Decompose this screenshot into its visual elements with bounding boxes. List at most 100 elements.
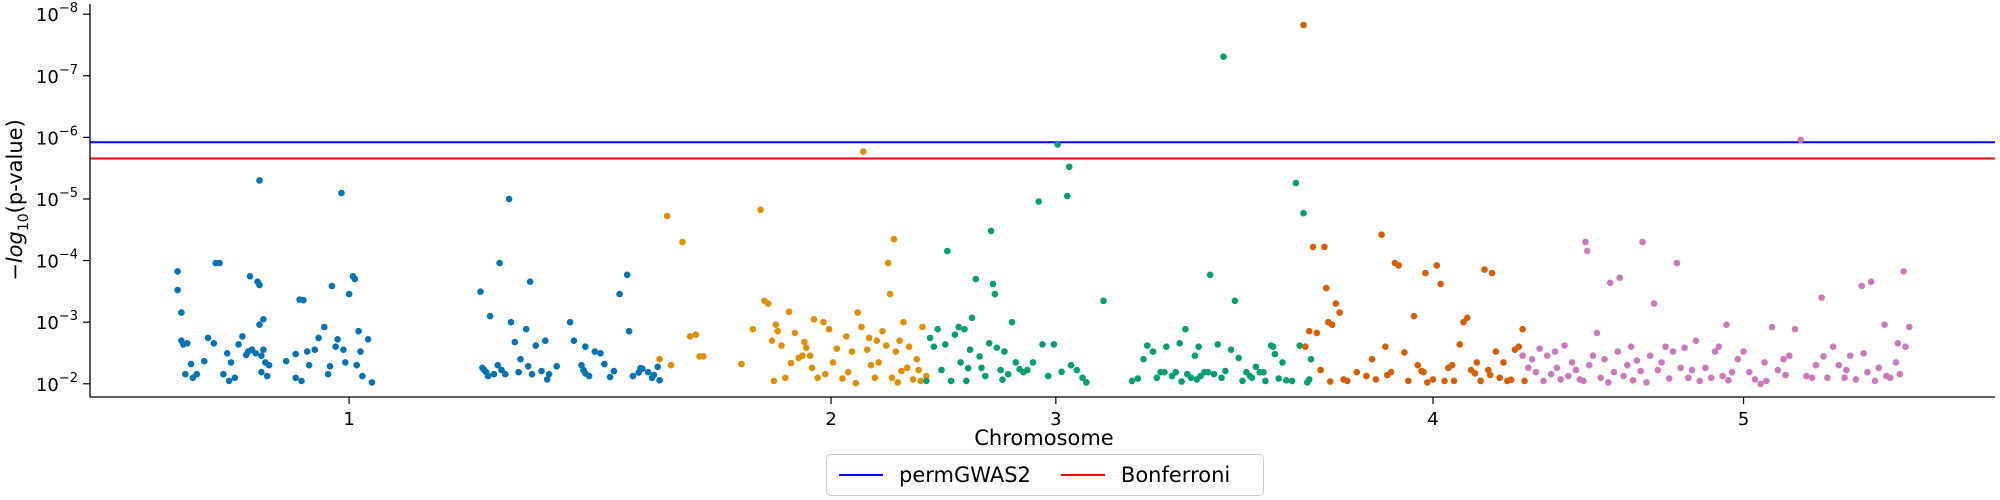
- data-point: [1083, 379, 1090, 386]
- data-point: [1715, 343, 1723, 351]
- data-point: [585, 372, 593, 380]
- data-point: [1317, 366, 1324, 374]
- data-point: [210, 340, 218, 347]
- data-point: [1302, 343, 1309, 351]
- data-point: [1275, 375, 1282, 382]
- data-point: [1195, 343, 1202, 351]
- data-point: [1875, 364, 1883, 372]
- data-point: [1401, 349, 1408, 356]
- data-point: [553, 363, 560, 370]
- y-tick-label: 10−3: [36, 309, 78, 334]
- data-point: [1448, 361, 1456, 369]
- data-point: [1808, 374, 1816, 382]
- data-point: [764, 300, 772, 307]
- data-point: [484, 372, 492, 380]
- data-point: [1424, 379, 1431, 386]
- data-point: [1231, 297, 1239, 305]
- data-point: [1422, 269, 1429, 277]
- data-point: [814, 374, 821, 382]
- data-point: [968, 314, 976, 322]
- data-point: [1418, 367, 1425, 375]
- data-point: [1050, 341, 1058, 348]
- data-point: [570, 337, 578, 345]
- data-point: [1044, 372, 1052, 380]
- data-point: [1252, 363, 1260, 371]
- data-point: [1372, 376, 1380, 383]
- data-point: [1677, 364, 1684, 372]
- data-point: [616, 290, 623, 298]
- data-point: [785, 308, 793, 316]
- data-point: [1309, 243, 1317, 251]
- data-point: [1456, 341, 1463, 348]
- data-point: [770, 377, 778, 385]
- data-point: [292, 374, 300, 382]
- data-point: [1740, 348, 1747, 355]
- data-point: [884, 259, 892, 267]
- data-point: [757, 206, 764, 214]
- data-point: [892, 348, 900, 355]
- data-point: [252, 350, 259, 357]
- legend-swatch-bonferroni: [1060, 474, 1105, 476]
- data-point: [1269, 343, 1277, 351]
- data-point: [993, 344, 1001, 352]
- data-point: [364, 336, 372, 343]
- data-point: [1896, 370, 1904, 378]
- data-point: [1235, 354, 1242, 362]
- data-point: [1182, 325, 1189, 333]
- data-point: [1610, 368, 1618, 376]
- data-point: [1161, 368, 1168, 376]
- data-point: [486, 312, 494, 320]
- data-point: [848, 348, 856, 355]
- data-point: [1605, 379, 1612, 386]
- data-point: [260, 346, 267, 354]
- data-point: [700, 353, 707, 360]
- data-point: [1332, 300, 1340, 307]
- data-point: [477, 288, 484, 296]
- data-point: [1572, 366, 1580, 374]
- data-point: [964, 364, 972, 372]
- data-point: [999, 376, 1006, 384]
- data-point: [1528, 355, 1536, 363]
- data-point: [860, 148, 867, 155]
- data-point: [844, 368, 852, 376]
- data-point: [938, 366, 945, 374]
- data-point: [597, 350, 604, 357]
- data-point: [803, 344, 810, 352]
- data-point: [220, 370, 227, 378]
- data-point: [1450, 377, 1458, 385]
- data-point: [903, 364, 911, 372]
- data-point: [1734, 355, 1742, 363]
- data-point: [1900, 268, 1907, 275]
- data-point: [871, 374, 879, 382]
- data-point: [1711, 348, 1719, 355]
- data-point: [1288, 377, 1296, 385]
- data-point: [256, 281, 263, 289]
- data-point: [1163, 343, 1170, 351]
- data-point: [1481, 266, 1488, 273]
- data-point: [543, 376, 551, 383]
- data-point: [1067, 361, 1075, 369]
- data-point: [1004, 370, 1012, 378]
- data-point: [505, 195, 513, 203]
- data-point: [625, 327, 633, 335]
- data-point: [1477, 377, 1484, 385]
- data-point: [1633, 357, 1641, 364]
- data-point: [1584, 247, 1591, 255]
- x-tick-label: 4: [1427, 409, 1438, 430]
- data-point: [679, 238, 686, 246]
- data-point: [1707, 374, 1715, 382]
- data-point: [972, 275, 980, 283]
- data-point: [1685, 374, 1692, 382]
- data-point: [820, 318, 827, 326]
- data-point: [890, 235, 898, 243]
- data-point: [282, 357, 290, 365]
- data-point: [825, 325, 833, 333]
- data-point: [1519, 325, 1526, 333]
- data-point: [1871, 377, 1879, 385]
- data-point: [1525, 364, 1532, 372]
- data-point: [1624, 361, 1631, 369]
- data-point: [1336, 309, 1343, 316]
- data-point: [852, 379, 860, 387]
- data-point: [1039, 341, 1046, 348]
- data-point: [1643, 379, 1650, 386]
